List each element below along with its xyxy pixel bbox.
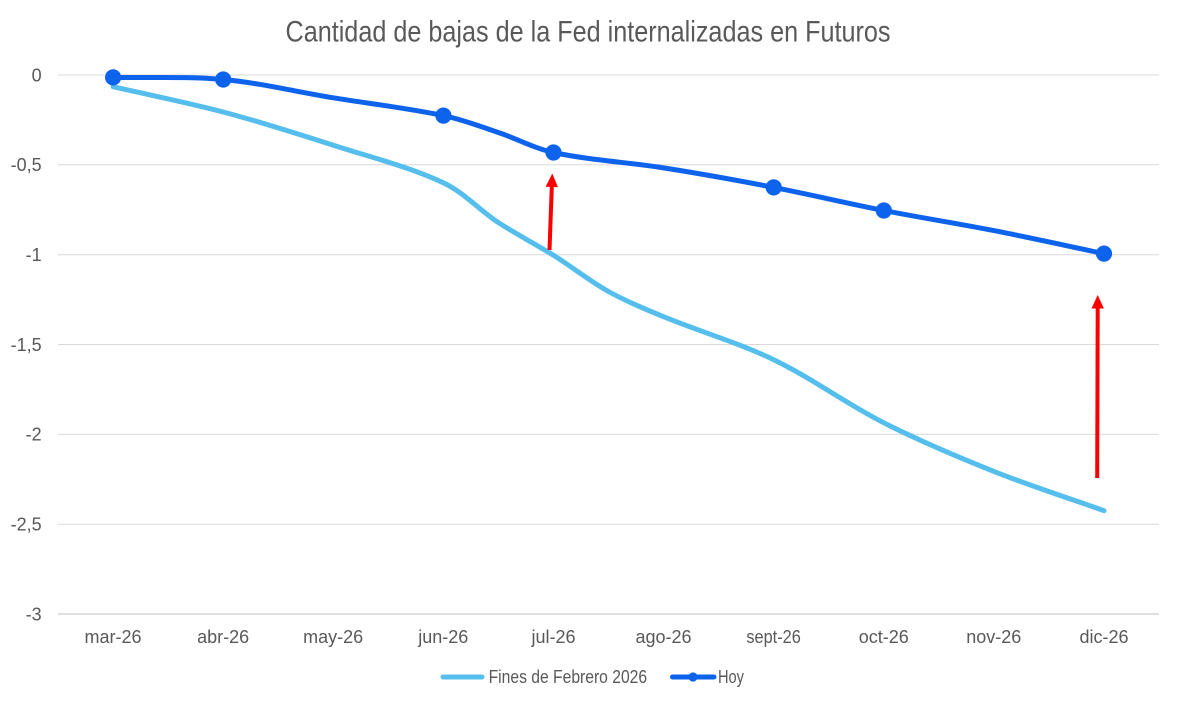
svg-text:ago-26: ago-26 xyxy=(635,627,691,647)
svg-text:jul-26: jul-26 xyxy=(530,627,575,647)
svg-text:may-26: may-26 xyxy=(303,627,363,647)
svg-text:-2: -2 xyxy=(26,425,42,445)
svg-text:nov-26: nov-26 xyxy=(966,627,1021,647)
svg-text:Cantidad de bajas de la Fed in: Cantidad de bajas de la Fed internalizad… xyxy=(286,16,891,49)
svg-text:dic-26: dic-26 xyxy=(1079,627,1128,647)
svg-text:-3: -3 xyxy=(26,604,42,624)
svg-text:-1,5: -1,5 xyxy=(11,335,42,355)
svg-text:abr-26: abr-26 xyxy=(197,627,249,647)
svg-text:Hoy: Hoy xyxy=(718,667,744,687)
svg-text:jun-26: jun-26 xyxy=(417,627,468,647)
svg-text:oct-26: oct-26 xyxy=(859,627,909,647)
svg-text:-0,5: -0,5 xyxy=(11,155,42,175)
svg-text:sept-26: sept-26 xyxy=(746,627,801,647)
svg-text:-1: -1 xyxy=(26,245,42,265)
svg-text:mar-26: mar-26 xyxy=(84,627,141,647)
svg-text:-2,5: -2,5 xyxy=(11,515,42,535)
svg-text:0: 0 xyxy=(32,65,42,85)
svg-text:Fines de Febrero 2026: Fines de Febrero 2026 xyxy=(489,667,647,687)
